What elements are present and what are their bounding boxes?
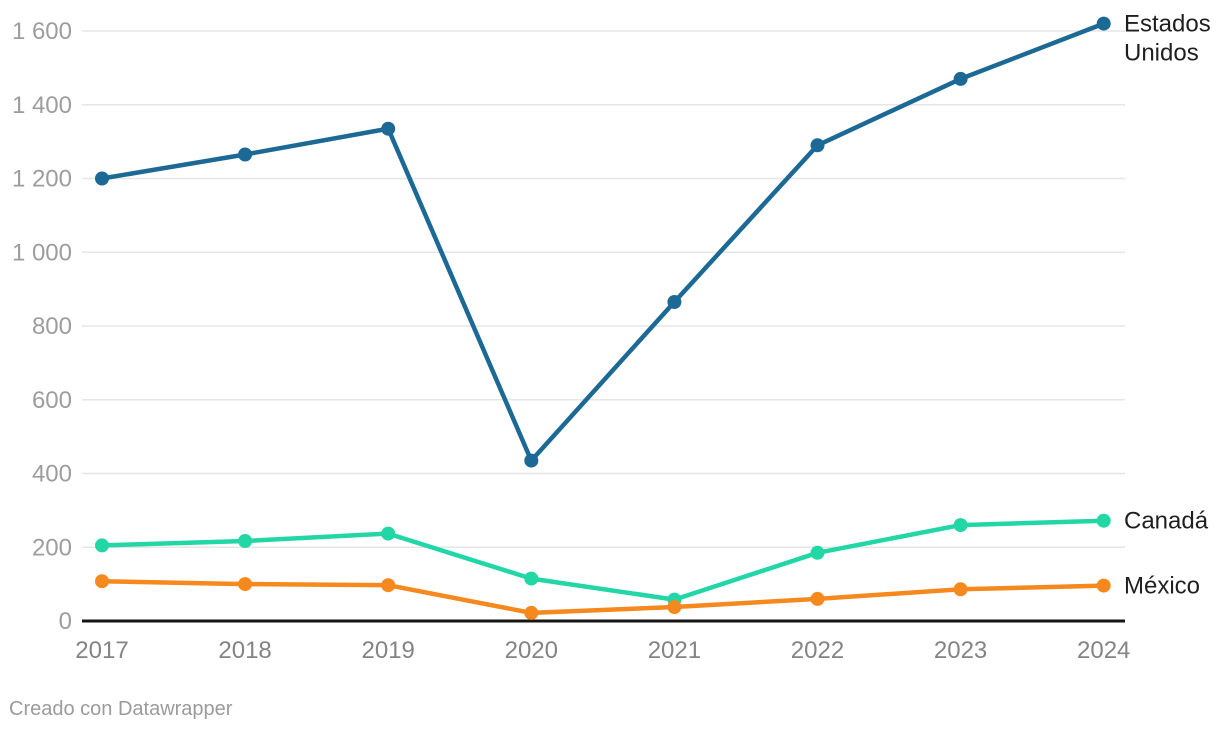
data-point[interactable] xyxy=(953,582,968,597)
x-tick-label: 2019 xyxy=(362,637,415,664)
data-point[interactable] xyxy=(95,574,109,589)
series-label-line: Canadá xyxy=(1124,508,1209,535)
x-axis-tick-labels: 2017 2018 2019 2020 2021 2022 2023 2024 xyxy=(75,637,1130,664)
data-point[interactable] xyxy=(381,578,396,593)
series-estados-unidos: Estados Unidos xyxy=(95,11,1211,468)
x-tick-label: 2017 xyxy=(75,637,128,664)
data-point[interactable] xyxy=(1096,16,1111,31)
y-tick-label: 1 000 xyxy=(12,239,72,266)
y-tick-label: 1 400 xyxy=(12,92,72,119)
data-point[interactable] xyxy=(1096,513,1111,528)
data-point[interactable] xyxy=(381,121,396,136)
y-tick-label: 800 xyxy=(32,313,72,340)
data-point[interactable] xyxy=(1096,578,1111,593)
x-tick-label: 2018 xyxy=(218,637,271,664)
series-label-line: Unidos xyxy=(1124,40,1199,67)
data-point[interactable] xyxy=(524,453,539,468)
data-point[interactable] xyxy=(953,71,968,86)
y-axis-tick-labels: 0 200 400 600 800 1 000 1 200 1 400 1 600 xyxy=(12,18,72,635)
data-point[interactable] xyxy=(810,591,825,606)
y-tick-label: 600 xyxy=(32,387,72,414)
data-point[interactable] xyxy=(810,138,825,153)
y-tick-label: 400 xyxy=(32,461,72,488)
y-tick-label: 1 600 xyxy=(12,18,72,45)
y-tick-label: 0 xyxy=(59,608,72,635)
series-line xyxy=(99,518,1106,602)
data-point[interactable] xyxy=(238,577,253,592)
series-label: Estados Unidos xyxy=(1124,11,1211,67)
x-tick-label: 2023 xyxy=(934,637,987,664)
data-point[interactable] xyxy=(524,571,539,586)
data-point[interactable] xyxy=(667,600,682,614)
data-point[interactable] xyxy=(381,526,396,541)
data-point[interactable] xyxy=(238,147,253,162)
series-méxico: México xyxy=(95,573,1200,620)
data-point[interactable] xyxy=(524,605,539,620)
data-point[interactable] xyxy=(95,171,109,186)
series-canadá: Canadá xyxy=(95,508,1209,607)
series-label: Canadá xyxy=(1124,508,1209,535)
y-tick-label: 1 200 xyxy=(12,166,72,193)
data-point[interactable] xyxy=(953,518,968,533)
series-line xyxy=(99,21,1106,463)
data-point[interactable] xyxy=(95,538,109,553)
series-label: México xyxy=(1124,573,1200,600)
data-point[interactable] xyxy=(810,545,825,560)
x-tick-label: 2021 xyxy=(648,637,701,664)
data-point[interactable] xyxy=(238,534,253,548)
x-tick-label: 2024 xyxy=(1077,637,1130,664)
x-tick-label: 2022 xyxy=(791,637,844,664)
series-line xyxy=(99,578,1106,616)
x-tick-label: 2020 xyxy=(505,637,558,664)
series-label-line: Estados xyxy=(1124,11,1211,38)
attribution-text: Creado con Datawrapper xyxy=(9,698,233,720)
series-label-line: México xyxy=(1124,573,1200,600)
data-point[interactable] xyxy=(667,295,682,309)
gridlines xyxy=(82,30,1125,548)
y-tick-label: 200 xyxy=(32,534,72,561)
